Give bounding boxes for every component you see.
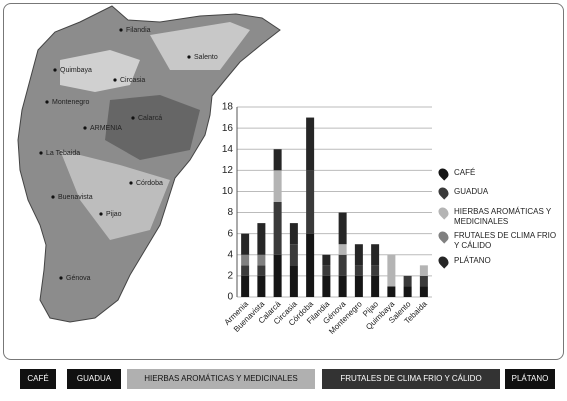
town-dot	[59, 276, 63, 280]
legend-label: PLÁTANO	[454, 256, 491, 265]
bar-segment	[338, 244, 347, 255]
y-tick-label: 2	[227, 271, 233, 282]
bar-segment	[403, 286, 412, 297]
town-dot	[129, 181, 133, 185]
town-dot	[39, 151, 43, 155]
bar-segment	[289, 265, 298, 297]
filter-button[interactable]: FRUTALES DE CLIMA FRIO Y CÁLIDO	[322, 369, 500, 389]
town-label: Quimbaya	[60, 67, 92, 74]
legend-item: PLÁTANO	[436, 254, 561, 269]
bar-segment	[306, 233, 315, 297]
town-label: Circasia	[120, 77, 145, 84]
legend-item: HIERBAS AROMÁTICAS Y MEDICINALES	[436, 205, 561, 227]
bar-segment	[241, 265, 250, 276]
legend-item: GUADUA	[436, 185, 561, 200]
y-tick-label: 18	[222, 102, 234, 113]
legend-item: FRUTALES DE CLIMA FRIO Y CÁLIDO	[436, 229, 561, 251]
bar-segment	[403, 275, 412, 287]
bar-segment	[354, 244, 363, 266]
frame	[3, 3, 564, 360]
bar-segment	[241, 254, 250, 266]
bar-segment	[273, 149, 282, 171]
town-label: Córdoba	[136, 180, 163, 187]
town-dot	[45, 100, 49, 104]
bar-segment	[289, 223, 298, 245]
y-tick-label: 6	[227, 228, 233, 239]
region	[60, 50, 140, 92]
town-label: La Tebaida	[46, 150, 80, 157]
y-tick-label: 16	[222, 123, 234, 134]
bar-segment	[322, 254, 331, 266]
bar-segment	[371, 244, 380, 266]
bar-segment	[273, 202, 282, 255]
town-label: Buenavista	[58, 194, 93, 201]
region	[150, 22, 250, 70]
y-tick-label: 0	[227, 292, 233, 303]
legend-label: GUADUA	[454, 187, 489, 196]
legend-item: CAFÉ	[436, 166, 561, 181]
legend-label: HIERBAS AROMÁTICAS Y MEDICINALES	[454, 207, 552, 226]
town-label: ARMENIA	[90, 125, 122, 132]
town-dot	[113, 78, 117, 82]
bar-segment	[241, 233, 250, 255]
y-tick-label: 8	[227, 207, 233, 218]
bar-segment	[338, 212, 347, 245]
bar-segment	[306, 117, 315, 171]
bar-segment	[387, 286, 396, 297]
map	[17, 5, 281, 323]
bar-segment	[241, 275, 250, 297]
bar-segment	[257, 254, 266, 266]
town-label: Calarcá	[138, 115, 162, 122]
town-dot	[99, 212, 103, 216]
legend-label: CAFÉ	[454, 168, 476, 177]
bar-segment	[354, 265, 363, 276]
region	[60, 150, 170, 240]
bar-segment	[419, 265, 428, 276]
bar-segment	[322, 275, 331, 297]
y-tick-label: 10	[222, 186, 234, 197]
town-label: Pijao	[106, 211, 122, 218]
town-dot	[119, 28, 123, 32]
town-dot	[187, 55, 191, 59]
bar-segment	[419, 286, 428, 297]
town-label: Filandia	[126, 27, 151, 34]
bar-segment	[322, 265, 331, 276]
bar-segment	[273, 170, 282, 202]
town-dot	[51, 195, 55, 199]
bar-segment	[387, 254, 396, 287]
bar-segment	[273, 254, 282, 297]
bar-segment	[257, 223, 266, 255]
town-dot	[53, 68, 57, 72]
town-label: Montenegro	[52, 99, 89, 106]
filter-button[interactable]: PLÁTANO	[505, 369, 555, 389]
bar-segment	[257, 265, 266, 276]
bar-segment	[419, 275, 428, 287]
bar-segment	[306, 170, 315, 234]
filter-button[interactable]: GUADUA	[67, 369, 121, 389]
legend-label: FRUTALES DE CLIMA FRIO Y CÁLIDO	[454, 231, 557, 250]
bar-segment	[338, 254, 347, 276]
region	[105, 95, 200, 160]
bar-segment	[338, 275, 347, 297]
town-dot	[83, 126, 87, 130]
filter-button[interactable]: CAFÉ	[20, 369, 56, 389]
bar-segment	[371, 265, 380, 276]
bar-segment	[289, 244, 298, 266]
y-tick-label: 14	[222, 144, 234, 155]
filter-button[interactable]: HIERBAS AROMÁTICAS Y MEDICINALES	[127, 369, 315, 389]
town-dot	[131, 116, 135, 120]
y-tick-label: 4	[227, 249, 233, 260]
y-tick-label: 12	[222, 165, 234, 176]
bar-segment	[257, 275, 266, 297]
bar-segment	[371, 275, 380, 297]
bar-segment	[354, 275, 363, 297]
town-label: Salento	[194, 54, 218, 61]
town-label: Génova	[66, 275, 91, 282]
